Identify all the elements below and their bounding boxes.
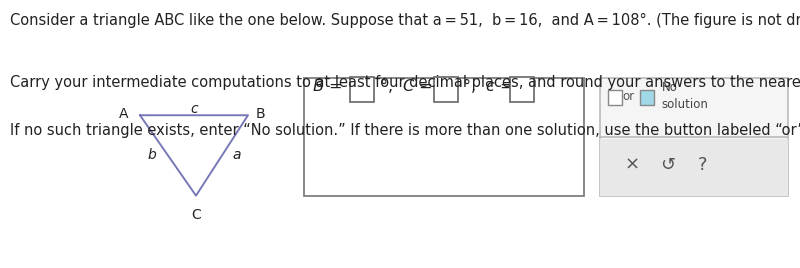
Text: C: C [191, 208, 201, 222]
Text: °,  $C$ =: °, $C$ = [379, 76, 433, 95]
Text: Consider a triangle ABC like the one below. Suppose that a = 51,  b = 16,  and A: Consider a triangle ABC like the one bel… [10, 13, 800, 28]
Text: Carry your intermediate computations to at least four decimal places, and round : Carry your intermediate computations to … [10, 75, 800, 90]
Text: A: A [119, 107, 129, 121]
Text: a: a [232, 148, 241, 162]
Text: c: c [190, 102, 198, 116]
Text: b: b [148, 148, 156, 162]
Text: B: B [256, 107, 266, 121]
Bar [640, 90, 654, 105]
Text: If no such triangle exists, enter “No solution.” If there is more than one solut: If no such triangle exists, enter “No so… [10, 123, 800, 138]
Text: $B$ =: $B$ = [312, 78, 342, 94]
Text: ×: × [625, 156, 639, 174]
Bar [600, 78, 788, 196]
Text: No
solution: No solution [662, 81, 709, 111]
Bar [608, 90, 622, 105]
Text: or: or [622, 90, 635, 103]
Bar [600, 139, 788, 196]
Bar [350, 77, 374, 102]
Bar [434, 77, 458, 102]
Text: °,  $c$ =: °, $c$ = [462, 76, 514, 95]
Bar [304, 78, 584, 196]
Bar [510, 77, 534, 102]
Text: ↺: ↺ [661, 156, 675, 174]
Text: ?: ? [698, 156, 707, 174]
